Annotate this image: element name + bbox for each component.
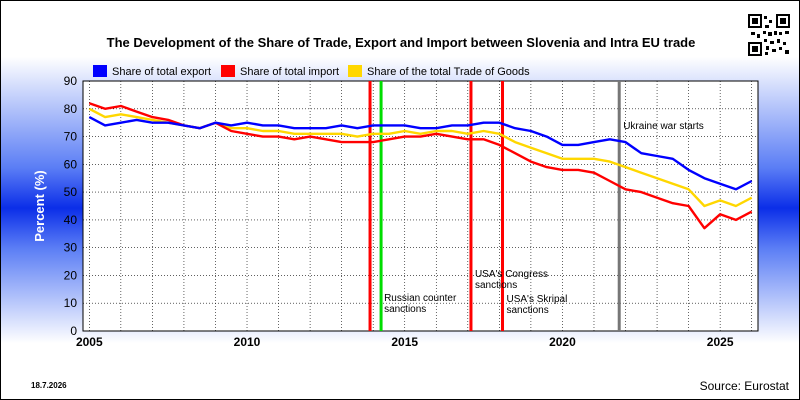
series-lines — [88, 102, 753, 230]
legend-swatch — [221, 65, 235, 77]
annotation-label-line: sanctions — [507, 305, 549, 316]
y-tick-label: 20 — [64, 268, 78, 282]
annotation-label: USA's Congress sanctions — [475, 269, 548, 291]
y-tick-label: 80 — [64, 102, 78, 116]
y-tick-label: 50 — [64, 185, 78, 199]
legend-label: Share of total import — [240, 66, 339, 78]
legend-label: Share of total export — [112, 66, 211, 78]
annotation-label-line: Russian counter — [384, 293, 457, 304]
annotation-label-line: sanctions — [384, 304, 426, 315]
x-tick-label: 2010 — [234, 335, 261, 349]
series-line — [88, 116, 753, 191]
legend-label: Share of the total Trade of Goods — [367, 66, 530, 78]
y-tick-label: 70 — [64, 130, 78, 144]
axis-ticks: 0 10 20 30 40 50 60 70 80 90 2005 2010 2015 2020 2025 — [64, 74, 734, 349]
date-text: 18.7.2026 — [31, 381, 67, 390]
annotation-label: Ukraine war starts — [623, 121, 704, 132]
annotation-label: USA's Skripal sanctions — [507, 294, 568, 316]
y-axis-label: Percent (%) — [32, 170, 47, 242]
y-tick-label: 10 — [64, 296, 78, 310]
annotation-label: Russian counter sanctions — [384, 293, 457, 315]
legend-swatch — [93, 65, 107, 77]
chart-title: The Development of the Share of Trade, E… — [107, 35, 696, 50]
y-tick-label: 30 — [64, 241, 78, 255]
y-tick-label: 90 — [64, 74, 78, 88]
x-tick-label: 2025 — [707, 335, 734, 349]
qr-code-icon — [747, 13, 791, 57]
x-tick-label: 2005 — [76, 335, 103, 349]
legend: Share of total export Share of total impo… — [93, 65, 530, 78]
plot-area — [82, 80, 759, 332]
x-tick-label: 2020 — [549, 335, 576, 349]
annotation-label-line: USA's Congress — [475, 269, 548, 280]
x-tick-label: 2015 — [391, 335, 418, 349]
legend-swatch — [348, 65, 362, 77]
source-text: Source: Eurostat — [700, 379, 790, 393]
annotation-label-line: sanctions — [475, 280, 517, 291]
y-tick-label: 0 — [70, 324, 77, 338]
annotation-lines — [368, 81, 621, 331]
annotation-label-line: USA's Skripal — [507, 294, 568, 305]
y-tick-label: 40 — [64, 213, 78, 227]
y-tick-label: 60 — [64, 157, 78, 171]
